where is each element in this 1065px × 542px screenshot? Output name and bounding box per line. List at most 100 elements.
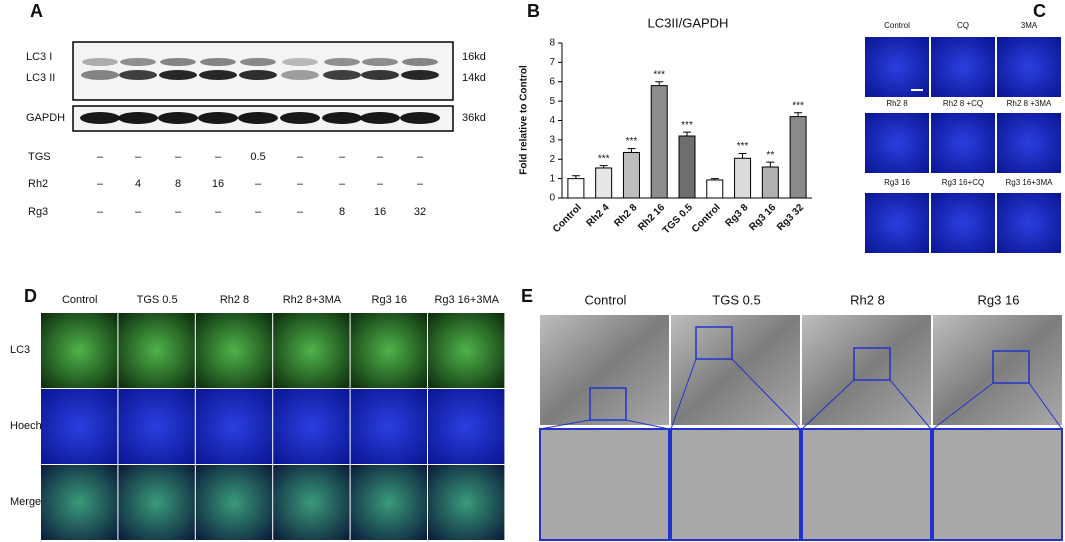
- treatment: –: [339, 178, 346, 190]
- fluorescence-image: [195, 389, 273, 464]
- treatment: –: [175, 151, 182, 163]
- fluorescence-image: [931, 193, 995, 253]
- image-label: Control: [884, 21, 910, 30]
- error-bar: [599, 165, 608, 168]
- column-label: Rg3 16: [372, 294, 407, 306]
- image-label: Rg3 16+CQ: [942, 178, 984, 187]
- size-label: 36kd: [462, 112, 486, 124]
- significance: ***: [626, 136, 638, 147]
- treatment: –: [215, 206, 222, 218]
- treatment: –: [297, 206, 304, 218]
- y-tick-label: 8: [549, 38, 555, 49]
- band: [198, 112, 238, 124]
- significance: ***: [598, 153, 610, 164]
- bar: [678, 135, 696, 199]
- band: [119, 70, 157, 80]
- treatment: 16: [374, 206, 386, 218]
- em-zoom: [801, 428, 932, 541]
- band: [200, 58, 236, 66]
- row-label: Rh2: [28, 178, 48, 190]
- fluorescence-image: [931, 37, 995, 97]
- treatment: –: [377, 178, 384, 190]
- treatment: 4: [135, 178, 141, 190]
- column-label: TGS 0.5: [712, 292, 760, 307]
- band: [324, 58, 360, 66]
- band: [362, 58, 398, 66]
- y-tick-label: 2: [549, 154, 555, 165]
- column-label: Rh2 8+3MA: [283, 294, 342, 306]
- band: [401, 70, 439, 80]
- fluorescence-image: [195, 465, 273, 540]
- band: [80, 112, 120, 124]
- fluorescence-image: [350, 313, 427, 388]
- y-tick-label: 1: [549, 173, 555, 184]
- error-bar: [710, 178, 719, 180]
- band: [158, 112, 198, 124]
- fluorescence-image: [997, 37, 1061, 97]
- em-zoom: [932, 428, 1063, 541]
- error-bar: [627, 148, 636, 153]
- x-tick-label: TGS 0.5: [661, 202, 695, 236]
- treatment: –: [339, 151, 346, 163]
- y-tick-label: 6: [549, 76, 555, 87]
- zoom-line: [539, 419, 670, 430]
- treatment: 16: [212, 178, 224, 190]
- significance: ***: [792, 100, 804, 111]
- column-label: Control: [585, 292, 627, 307]
- em-image: [540, 315, 669, 425]
- panel-label: A: [30, 1, 43, 21]
- row-label: LC3: [10, 344, 30, 356]
- fluorescence-image: [118, 389, 195, 464]
- fluorescence-image: [41, 465, 118, 540]
- x-tick-label: Control: [551, 202, 584, 235]
- band: [360, 112, 400, 124]
- error-bar: [738, 152, 747, 159]
- fluorescence-image: [41, 389, 118, 464]
- fluorescence-image: [118, 313, 195, 388]
- em-image: [933, 315, 1062, 425]
- y-axis-label: Fold relative to Control: [519, 65, 530, 175]
- treatment: –: [97, 206, 104, 218]
- band: [160, 58, 196, 66]
- treatment: 32: [414, 206, 426, 218]
- fluorescence-image: [273, 465, 350, 540]
- treatment: –: [135, 206, 142, 218]
- column-label: Control: [62, 294, 97, 306]
- treatment: –: [255, 206, 262, 218]
- em-zoom: [539, 428, 670, 541]
- size-label: 14kd: [462, 72, 486, 84]
- y-tick-label: 4: [549, 115, 555, 126]
- column-label: Rg3 16+3MA: [434, 294, 499, 306]
- treatment: 8: [175, 178, 181, 190]
- bar: [789, 116, 807, 199]
- zoom-box: [589, 387, 627, 421]
- image-label: Rg3 16+3MA: [1006, 178, 1054, 187]
- bar: [567, 178, 585, 199]
- band: [240, 58, 276, 66]
- band: [239, 70, 277, 80]
- error-bar: [655, 81, 664, 86]
- panel-label: E: [521, 286, 533, 306]
- y-tick-label: 0: [549, 193, 555, 204]
- panel-label: C: [1033, 1, 1046, 21]
- band: [120, 58, 156, 66]
- band: [400, 112, 440, 124]
- treatment: –: [417, 151, 424, 163]
- zoom-box: [853, 347, 891, 381]
- band: [238, 112, 278, 124]
- zoom-box: [695, 326, 733, 360]
- treatment: 0.5: [250, 151, 265, 163]
- bar: [734, 157, 752, 199]
- fluorescence-image: [865, 113, 929, 173]
- fluorescence-image: [865, 193, 929, 253]
- column-label: Rh2 8: [850, 292, 885, 307]
- fluorescence-image: [997, 193, 1061, 253]
- treatment: –: [297, 178, 304, 190]
- fluorescence-image: [428, 389, 505, 464]
- x-tick-label: Rg3 16: [747, 202, 778, 233]
- column-label: Rg3 16: [978, 292, 1020, 307]
- y-tick-label: 5: [549, 96, 555, 107]
- treatment: –: [135, 151, 142, 163]
- zoom-line: [801, 379, 932, 430]
